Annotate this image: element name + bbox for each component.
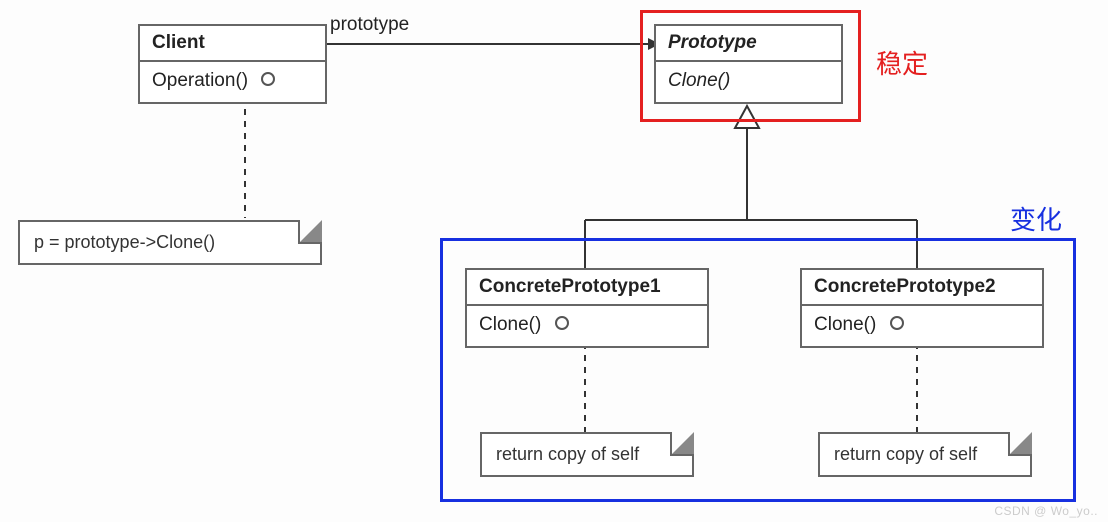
note-fold-icon <box>298 220 322 244</box>
highlight-stable-label: 稳定 <box>876 44 928 81</box>
class-client-operation: Operation() <box>140 62 325 102</box>
class-client: Client Operation() <box>138 24 327 104</box>
client-op-text: Operation() <box>152 70 248 91</box>
highlight-stable-box <box>640 10 861 122</box>
association-label: prototype <box>330 14 409 36</box>
note-client-text: p = prototype->Clone() <box>34 232 215 252</box>
lollipop-icon <box>261 72 275 86</box>
watermark: CSDN @ Wo_yo.. <box>994 504 1098 518</box>
highlight-change-label: 变化 <box>1010 200 1062 237</box>
class-client-name: Client <box>140 26 325 62</box>
highlight-change-box <box>440 238 1076 502</box>
note-client: p = prototype->Clone() <box>18 220 322 265</box>
